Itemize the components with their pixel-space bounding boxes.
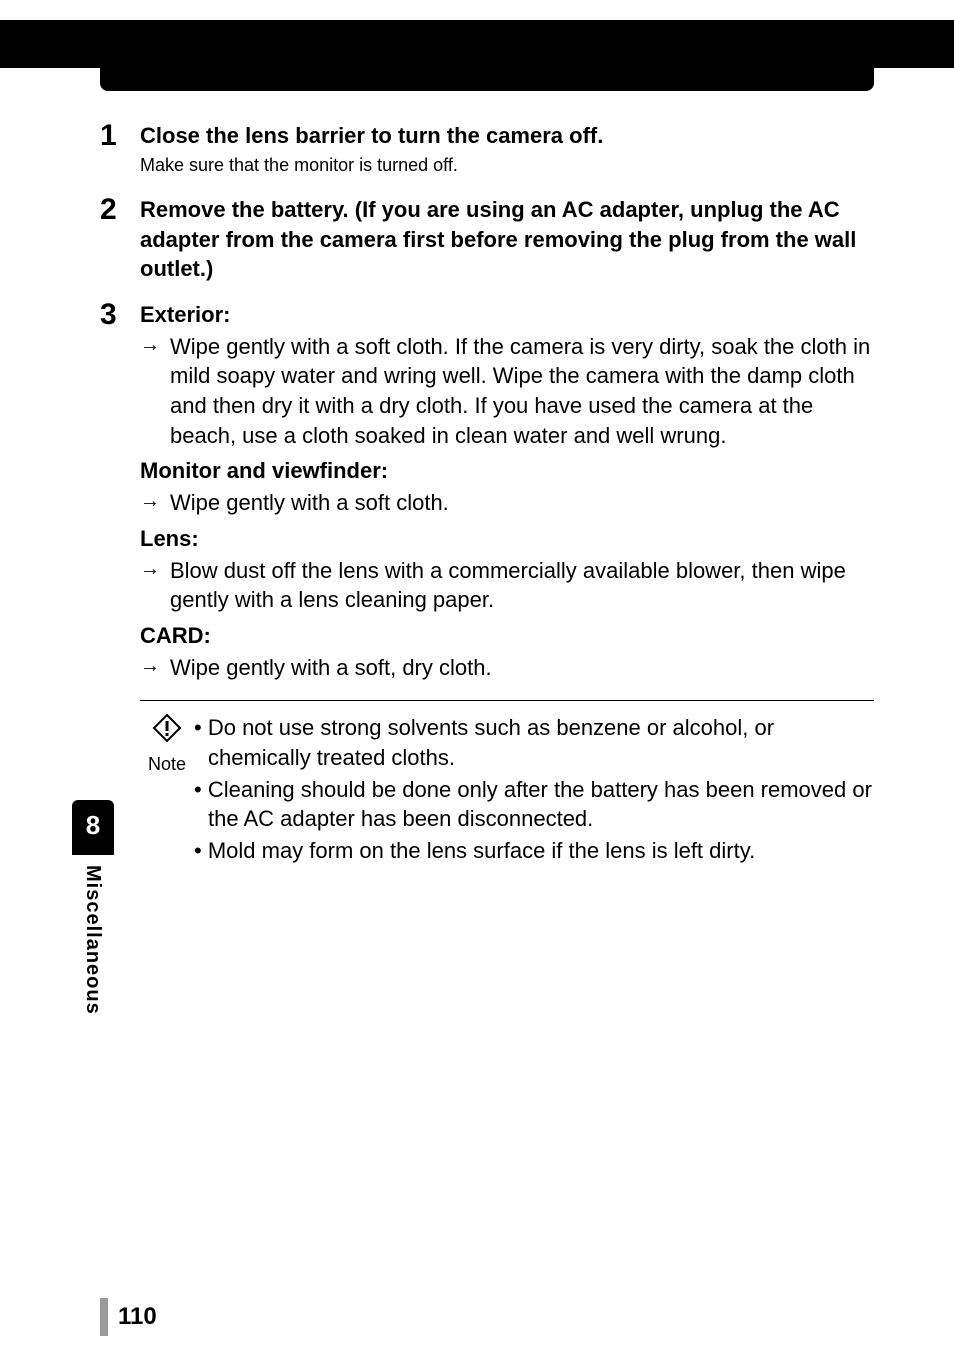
step-3: 3 Exterior: → Wipe gently with a soft cl… [100, 300, 874, 868]
chapter-label: Miscellaneous [72, 855, 113, 1025]
arrow-icon: → [140, 332, 170, 451]
step-body: Close the lens barrier to turn the camer… [140, 121, 874, 181]
arrow-item: → Wipe gently with a soft, dry cloth. [140, 653, 874, 683]
chapter-number: 8 [72, 800, 114, 855]
sub-heading: CARD: [140, 621, 874, 651]
note-block: Note • Do not use strong solvents such a… [140, 713, 874, 867]
note-bullet: • Mold may form on the lens surface if t… [194, 836, 874, 866]
step-body: Remove the battery. (If you are using an… [140, 195, 874, 286]
page-number: 110 [118, 1303, 157, 1331]
arrow-item: → Blow dust off the lens with a commerci… [140, 556, 874, 615]
step-number: 1 [100, 121, 140, 181]
arrow-item: → Wipe gently with a soft cloth. [140, 488, 874, 518]
note-bullet: • Cleaning should be done only after the… [194, 775, 874, 834]
content-area: 1 Close the lens barrier to turn the cam… [100, 121, 874, 868]
arrow-text: Blow dust off the lens with a commercial… [170, 556, 874, 615]
sub-heading: Monitor and viewfinder: [140, 456, 874, 486]
step-title: Exterior: [140, 300, 874, 330]
step-title: Remove the battery. (If you are using an… [140, 195, 874, 284]
bullet-glyph: • [194, 838, 208, 863]
arrow-icon: → [140, 488, 170, 518]
note-bullet: • Do not use strong solvents such as ben… [194, 713, 874, 772]
page-marker-bar [100, 1298, 108, 1336]
page-footer: 110 [100, 1298, 157, 1336]
arrow-text: Wipe gently with a soft, dry cloth. [170, 653, 874, 683]
arrow-text: Wipe gently with a soft cloth. [170, 488, 874, 518]
caution-icon [152, 713, 182, 750]
step-1: 1 Close the lens barrier to turn the cam… [100, 121, 874, 181]
note-body: • Do not use strong solvents such as ben… [194, 713, 874, 867]
note-icon-column: Note [140, 713, 194, 867]
sub-heading: Lens: [140, 524, 874, 554]
side-tab: 8 Miscellaneous [72, 800, 114, 1025]
arrow-icon: → [140, 556, 170, 615]
arrow-icon: → [140, 653, 170, 683]
bullet-glyph: • [194, 777, 208, 802]
step-title: Close the lens barrier to turn the camer… [140, 121, 874, 151]
step-number: 2 [100, 195, 140, 286]
bullet-glyph: • [194, 715, 208, 740]
note-text: Mold may form on the lens surface if the… [208, 838, 755, 863]
arrow-item: → Wipe gently with a soft cloth. If the … [140, 332, 874, 451]
step-number: 3 [100, 300, 140, 868]
note-text: Cleaning should be done only after the b… [208, 777, 872, 832]
note-text: Do not use strong solvents such as benze… [208, 715, 774, 770]
top-black-band [0, 20, 954, 68]
note-label: Note [140, 752, 194, 776]
step-subtext: Make sure that the monitor is turned off… [140, 153, 874, 177]
step-2: 2 Remove the battery. (If you are using … [100, 195, 874, 286]
step-body: Exterior: → Wipe gently with a soft clot… [140, 300, 874, 868]
arrow-text: Wipe gently with a soft cloth. If the ca… [170, 332, 874, 451]
divider [140, 700, 874, 701]
